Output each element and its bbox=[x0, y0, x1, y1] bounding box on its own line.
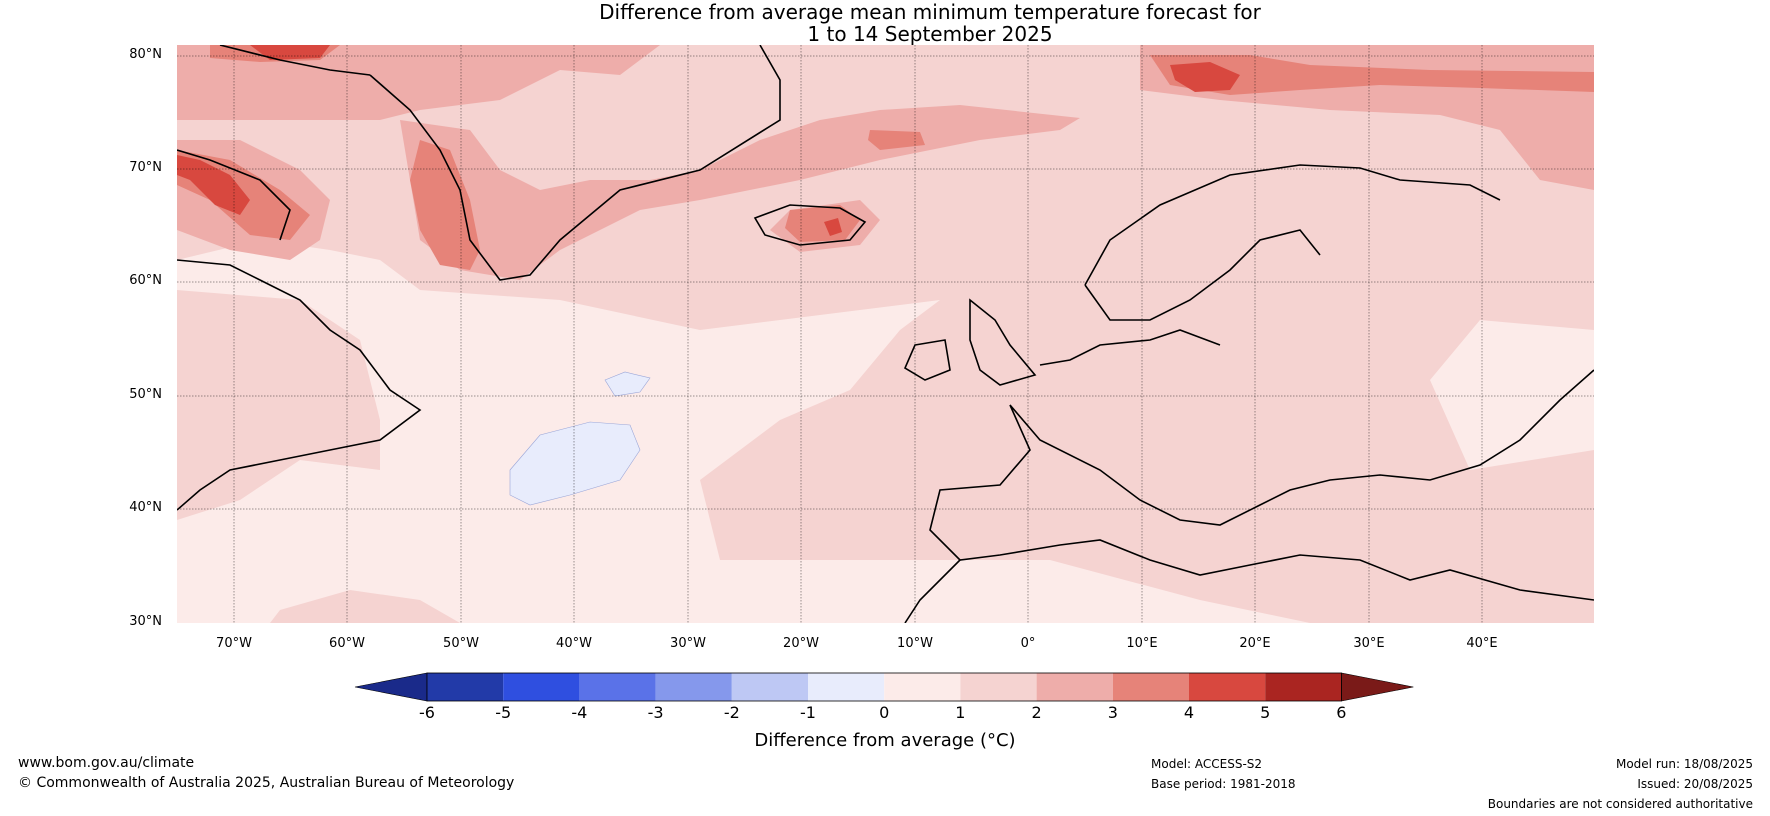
colorbar-segment bbox=[960, 673, 1037, 701]
colorbar-segment bbox=[655, 673, 732, 701]
footer-disclaimer: Boundaries are not considered authoritat… bbox=[1487, 797, 1753, 811]
lon-label: 40°W bbox=[556, 636, 592, 651]
colorbar-segment bbox=[579, 673, 656, 701]
colorbar-tick-label: -2 bbox=[723, 703, 740, 722]
footer-model-run: Model run: 18/08/2025 bbox=[1615, 757, 1753, 771]
lat-label: 80°N bbox=[129, 47, 162, 62]
colorbar-tick-label: 1 bbox=[955, 703, 966, 722]
colorbar-segment bbox=[1112, 673, 1189, 701]
colorbar-tick-label: 6 bbox=[1336, 703, 1347, 722]
colorbar-tick-label: 5 bbox=[1260, 703, 1271, 722]
colorbar-segment bbox=[1036, 673, 1113, 701]
colorbar-tick-label: -6 bbox=[419, 703, 435, 722]
lon-label: 50°W bbox=[443, 636, 479, 651]
footer-model: Model: ACCESS-S2 bbox=[1151, 757, 1263, 771]
colorbar-under-arrow bbox=[354, 672, 428, 702]
lon-label: 10°E bbox=[1126, 636, 1158, 651]
colorbar-tick-label: 0 bbox=[879, 703, 890, 722]
colorbar-segment bbox=[427, 673, 504, 701]
lat-label: 50°N bbox=[129, 387, 162, 402]
lat-label: 30°N bbox=[129, 614, 162, 629]
lat-label: 60°N bbox=[129, 273, 162, 288]
colorbar-tick-label: -5 bbox=[495, 703, 512, 722]
lon-label: 60°W bbox=[329, 636, 365, 651]
lon-label: 20°W bbox=[783, 636, 819, 651]
colorbar-outline bbox=[426, 672, 1342, 702]
colorbar-tick-label: 2 bbox=[1031, 703, 1042, 722]
colorbar-label: Difference from average (°C) bbox=[754, 730, 1016, 751]
lat-label: 40°N bbox=[129, 500, 162, 515]
colorbar-over-arrow bbox=[1341, 672, 1414, 702]
graticule bbox=[177, 45, 1594, 623]
lon-label: 70°W bbox=[216, 636, 252, 651]
colorbar-segment bbox=[884, 673, 961, 701]
lon-label: 20°E bbox=[1239, 636, 1271, 651]
map-area bbox=[177, 45, 1594, 623]
footer-copyright: © Commonwealth of Australia 2025, Austra… bbox=[18, 775, 515, 791]
colorbar-segment bbox=[1265, 673, 1342, 701]
chart-title-line1: Difference from average mean minimum tem… bbox=[599, 0, 1261, 24]
lon-label: 10°W bbox=[897, 636, 933, 651]
colorbar-tick-label: 3 bbox=[1107, 703, 1118, 722]
lon-label: 30°W bbox=[670, 636, 706, 651]
colorbar-tick-label: -1 bbox=[800, 703, 816, 722]
colorbar-tick-label: -3 bbox=[647, 703, 664, 722]
anomaly-field-neg bbox=[509, 371, 651, 506]
coastlines bbox=[177, 45, 1594, 623]
colorbar-segment bbox=[731, 673, 808, 701]
footer-issued: Issued: 20/08/2025 bbox=[1637, 777, 1753, 791]
chart-title-line2: 1 to 14 September 2025 bbox=[807, 22, 1053, 46]
anomaly-field-3-4 bbox=[177, 45, 1594, 270]
colorbar bbox=[354, 672, 1414, 702]
anomaly-field-4-5 bbox=[177, 45, 1240, 236]
colorbar-segment bbox=[503, 673, 580, 701]
footer-url: www.bom.gov.au/climate bbox=[18, 755, 195, 771]
colorbar-segment bbox=[1189, 673, 1266, 701]
lat-label: 70°N bbox=[129, 160, 162, 175]
colorbar-tick-label: -4 bbox=[571, 703, 588, 722]
lon-label: 40°E bbox=[1466, 636, 1498, 651]
footer-base-period: Base period: 1981-2018 bbox=[1151, 777, 1296, 791]
colorbar-tick-label: 4 bbox=[1183, 703, 1195, 722]
lon-label: 0° bbox=[1020, 636, 1036, 651]
lon-label: 30°E bbox=[1353, 636, 1385, 651]
colorbar-segment bbox=[808, 673, 885, 701]
